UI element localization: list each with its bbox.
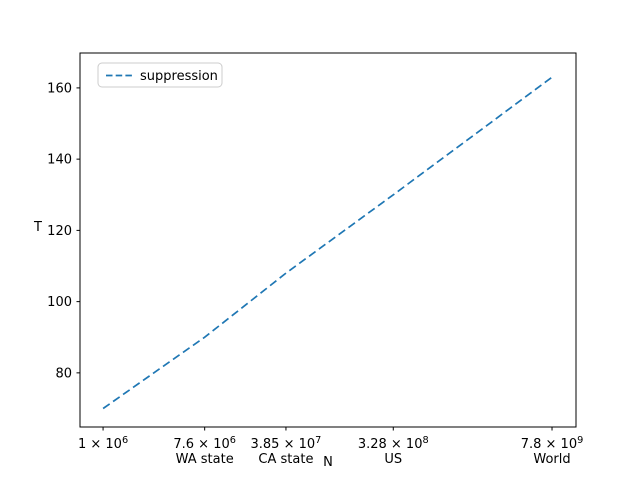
- y-tick-label: 120: [47, 224, 72, 239]
- series-line-suppression: [102, 76, 553, 410]
- x-tick-sublabel: US: [384, 452, 402, 467]
- x-tick-label: 7.6 × 106: [173, 435, 236, 452]
- x-tick-label: 7.8 × 109: [521, 435, 584, 452]
- x-tick-sublabel: WA state: [176, 452, 234, 467]
- legend-label: suppression: [140, 69, 218, 84]
- plot-area: [79, 52, 577, 428]
- x-tick-label: 1 × 106: [78, 435, 128, 452]
- x-tick-label: 3.28 × 108: [358, 435, 429, 452]
- x-tick-label: 3.85 × 107: [251, 435, 322, 452]
- x-tick-sublabel: CA state: [258, 452, 313, 467]
- x-tick-sublabel: World: [533, 452, 570, 467]
- legend-box: [97, 62, 223, 88]
- y-tick-label: 160: [47, 81, 72, 96]
- y-tick-label: 80: [55, 366, 72, 381]
- y-tick-label: 140: [47, 153, 72, 168]
- y-axis-label: T: [33, 220, 42, 235]
- y-axis-ticks: 80 100 120 140 160: [47, 81, 80, 381]
- x-axis-label: N: [323, 455, 333, 470]
- legend: suppression: [97, 62, 223, 88]
- y-tick-label: 100: [47, 295, 72, 310]
